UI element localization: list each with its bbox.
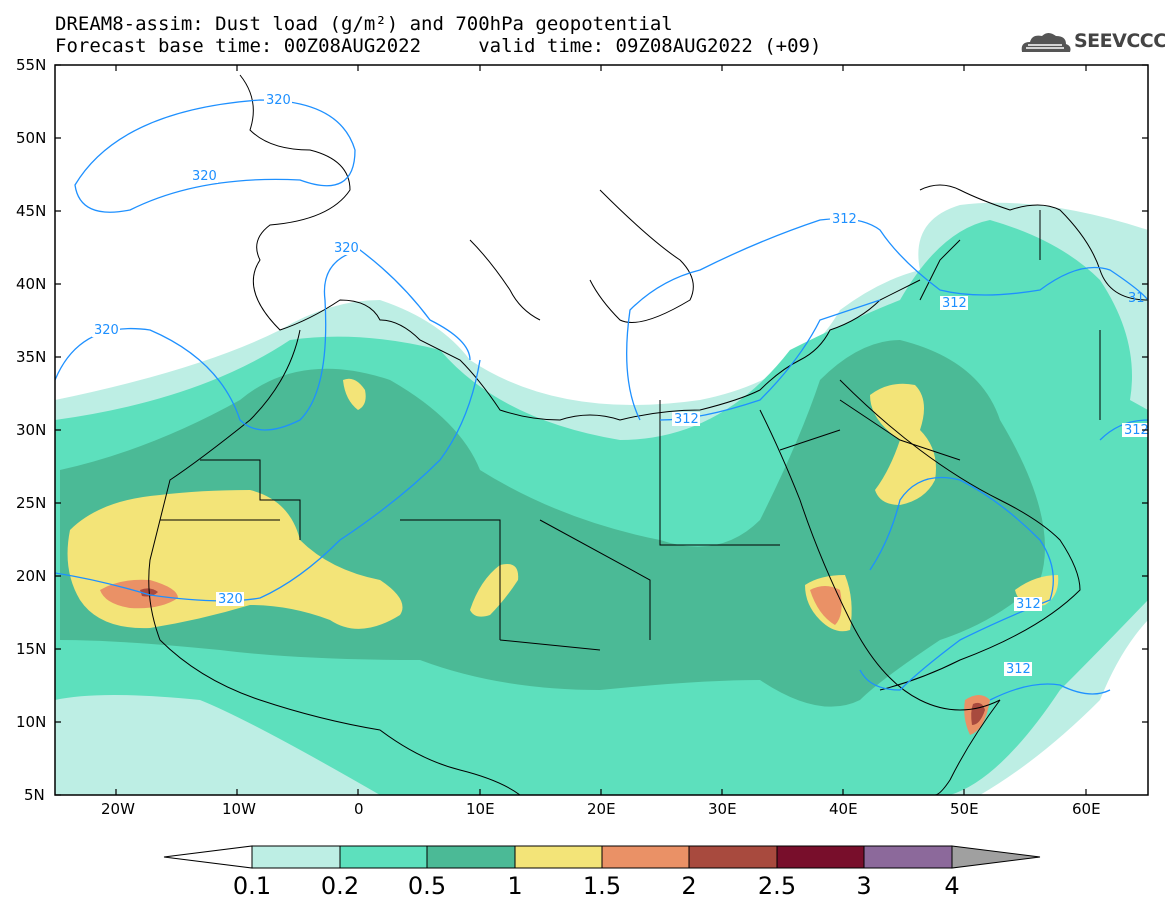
colorbar-segment <box>776 845 865 869</box>
lat-label: 15N <box>16 640 47 658</box>
lat-label: 50N <box>16 129 47 147</box>
colorbar-segment <box>426 845 516 869</box>
colorbar-segment <box>163 845 253 869</box>
contour-label: 320 <box>334 241 359 256</box>
colorbar-segment <box>863 845 953 869</box>
lon-label: 0 <box>354 800 364 818</box>
contour-label: 320 <box>266 93 291 108</box>
lat-label: 30N <box>16 421 47 439</box>
lat-label: 5N <box>24 786 45 804</box>
map-frame <box>54 64 1149 796</box>
contour-label: 312 <box>832 212 857 227</box>
colorbar-segment <box>339 845 428 869</box>
colorbar-segment <box>688 845 778 869</box>
contour-label: 312 <box>1016 597 1041 612</box>
contour-label: 31 <box>1128 291 1145 306</box>
dust-0.5-region <box>60 340 1045 707</box>
dust-1-region-arabia-north <box>870 383 936 505</box>
logo-text: SEEVCCC <box>1074 30 1165 52</box>
lon-label: 30E <box>708 800 737 818</box>
colorbar-segment <box>514 845 603 869</box>
lat-label: 35N <box>16 348 47 366</box>
lat-label: 20N <box>16 567 47 585</box>
lon-label: 40E <box>829 800 858 818</box>
dust-fields <box>55 202 1148 795</box>
lat-label: 45N <box>16 202 47 220</box>
colorbar-segment <box>601 845 690 869</box>
lat-label: 10N <box>16 713 47 731</box>
colorbar-label: 1 <box>507 872 523 900</box>
dust-1-region-chad <box>470 564 519 617</box>
map-subtitle: Forecast base time: 00Z08AUG2022 valid t… <box>55 35 822 57</box>
lon-label: 20W <box>101 800 135 818</box>
contour-labels: 320 320 320 320 320 312 312 312 312 312 … <box>92 93 1150 677</box>
lon-label: 10W <box>222 800 256 818</box>
colorbar-segment <box>251 845 341 869</box>
colorbar-label: 1.5 <box>582 872 622 900</box>
contour-label: 320 <box>218 592 243 607</box>
lat-label: 55N <box>16 56 47 74</box>
colorbar-label: 3 <box>856 872 872 900</box>
lon-label: 10E <box>466 800 495 818</box>
colorbar-label: 0.2 <box>320 872 360 900</box>
colorbar-segment <box>951 845 1041 869</box>
contour-label: 312 <box>674 412 699 427</box>
coastlines <box>148 74 1148 795</box>
lon-label: 20E <box>587 800 616 818</box>
dust-1.5-region-red-sea <box>810 586 842 625</box>
lon-label: 50E <box>950 800 979 818</box>
cloud-icon <box>1021 33 1071 52</box>
axis-ticks <box>55 64 1148 796</box>
lat-label: 40N <box>16 275 47 293</box>
dust-1-region-spain-n-africa <box>343 378 366 410</box>
contour-label: 320 <box>192 169 217 184</box>
lon-label: 60E <box>1072 800 1101 818</box>
colorbar-label: 0.1 <box>232 872 272 900</box>
map-title: DREAM8-assim: Dust load (g/m²) and 700hP… <box>55 13 673 35</box>
contour-label: 312 <box>1006 662 1031 677</box>
contour-label: 312 <box>1124 423 1149 438</box>
contour-label: 312 <box>942 296 967 311</box>
colorbar-label: 2.5 <box>757 872 797 900</box>
contour-label: 320 <box>94 323 119 338</box>
colorbar-label: 2 <box>681 872 697 900</box>
lat-label: 25N <box>16 494 47 512</box>
geopotential-contours <box>55 99 1148 701</box>
colorbar-label: 4 <box>944 872 960 900</box>
colorbar-label: 0.5 <box>407 872 447 900</box>
